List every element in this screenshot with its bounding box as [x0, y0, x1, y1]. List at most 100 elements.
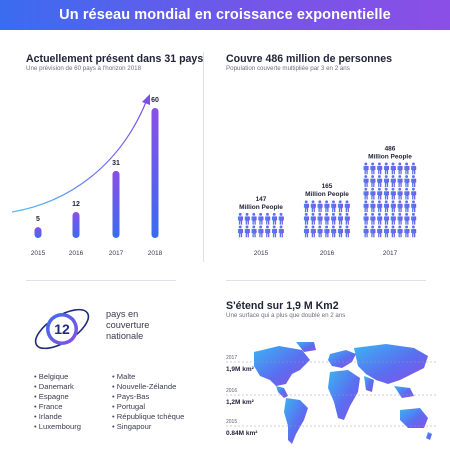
person-icon [411, 200, 417, 213]
person-icon [363, 200, 369, 213]
person-icon [363, 175, 369, 187]
tick-label-2017: 2017 [109, 250, 124, 257]
person-icon [278, 212, 284, 225]
person-icon [411, 175, 417, 187]
country-item: Nouvelle-Zélande [112, 382, 184, 392]
person-icon [331, 225, 337, 238]
country-item: Espagne [34, 392, 81, 402]
person-icon [370, 212, 376, 225]
person-icon [303, 200, 310, 213]
person-icon [317, 225, 323, 238]
tick-label-2015: 2015 [254, 250, 269, 257]
header-banner: Un réseau mondial en croissance exponent… [0, 0, 450, 30]
national-coverage-badge: 12 [34, 308, 90, 350]
person-icon [377, 162, 383, 175]
person-icon [331, 212, 337, 225]
person-icon [363, 225, 369, 238]
person-icon [397, 187, 403, 200]
person-icon [271, 212, 278, 225]
person-icon [265, 225, 271, 238]
person-icon [271, 225, 278, 238]
person-icon [397, 212, 403, 225]
area-value-2016: 1,2M km² [226, 399, 255, 406]
section-divider [26, 280, 176, 281]
person-icon [258, 212, 264, 225]
data-label-2015: 5 [36, 216, 40, 223]
person-icon [383, 175, 390, 187]
country-list-left: BelgiqueDanemarkEspagneFranceIrlandeLuxe… [34, 372, 81, 433]
country-item: Singapour [112, 422, 184, 432]
unit-label-2016: Million People [305, 191, 349, 198]
person-icon [317, 200, 323, 213]
person-icon [370, 162, 376, 175]
data-label-2016: 165 [322, 183, 333, 190]
tick-label-2015: 2015 [31, 250, 46, 257]
country-list-right: MalteNouvelle-ZélandePays-BasPortugalRép… [112, 372, 185, 433]
person-icon [258, 225, 264, 238]
person-icon [404, 175, 410, 187]
country-item: Luxembourg [34, 422, 81, 432]
person-icon [370, 187, 376, 200]
person-icon [244, 225, 250, 238]
person-icon [404, 162, 410, 175]
countries-bar-chart: 5 2015 12 2016 31 2017 60 2018 [11, 94, 163, 257]
data-label-2018: 60 [151, 97, 159, 104]
tick-label-2018: 2018 [148, 250, 163, 257]
person-icon [303, 225, 310, 238]
person-icon [404, 225, 410, 238]
data-label-2015: 147 [256, 196, 267, 203]
person-icon [251, 212, 257, 225]
person-icon [397, 225, 403, 238]
person-icon [404, 187, 410, 200]
year-label-2015: 2015 [226, 419, 237, 425]
person-icon [331, 200, 337, 213]
person-icon [370, 225, 376, 238]
person-icon [397, 175, 403, 187]
person-icon [251, 225, 257, 238]
person-icon [404, 200, 410, 213]
person-icon [397, 162, 403, 175]
data-label-2017: 486 [385, 145, 396, 152]
person-icon [337, 200, 344, 213]
person-icon [337, 212, 344, 225]
person-icon [237, 212, 244, 225]
person-icon [324, 212, 330, 225]
person-icon [317, 212, 323, 225]
country-item: France [34, 402, 81, 412]
person-icon [344, 212, 350, 225]
person-icon [377, 225, 383, 238]
person-icon [324, 200, 330, 213]
person-icon [404, 212, 410, 225]
area-value-2017: 1,9M km² [226, 366, 255, 373]
unit-label-2015: Million People [239, 204, 283, 211]
person-icon [383, 225, 390, 238]
country-item: Pays-Bas [112, 392, 184, 402]
person-icon [411, 212, 417, 225]
person-icon [377, 200, 383, 213]
person-icon [310, 212, 316, 225]
person-icon [344, 200, 350, 213]
world-map-icon [254, 342, 432, 444]
people-chart-subtitle: Population couverte multipliée par 3 en … [226, 65, 350, 72]
section-divider [226, 280, 426, 281]
country-item: Belgique [34, 372, 81, 382]
page-title: Un réseau mondial en croissance exponent… [59, 7, 391, 23]
person-icon [383, 187, 390, 200]
person-icon [370, 175, 376, 187]
bar-2016 [72, 212, 80, 238]
national-count: 12 [54, 321, 70, 337]
person-icon [377, 187, 383, 200]
person-icon [383, 200, 390, 213]
trend-curve [11, 101, 147, 213]
bar-2018 [151, 108, 159, 238]
section-divider [203, 52, 204, 262]
person-icon [363, 212, 369, 225]
country-item: Danemark [34, 382, 81, 392]
data-label-2016: 12 [72, 201, 80, 208]
unit-label-2017: Million People [368, 153, 412, 160]
area-annotations: 2017 1,9M km² 2016 1,2M km² 2015 0.84M km² [226, 355, 436, 437]
country-item: Irlande [34, 412, 81, 422]
person-icon [390, 200, 396, 213]
person-icon [390, 175, 396, 187]
